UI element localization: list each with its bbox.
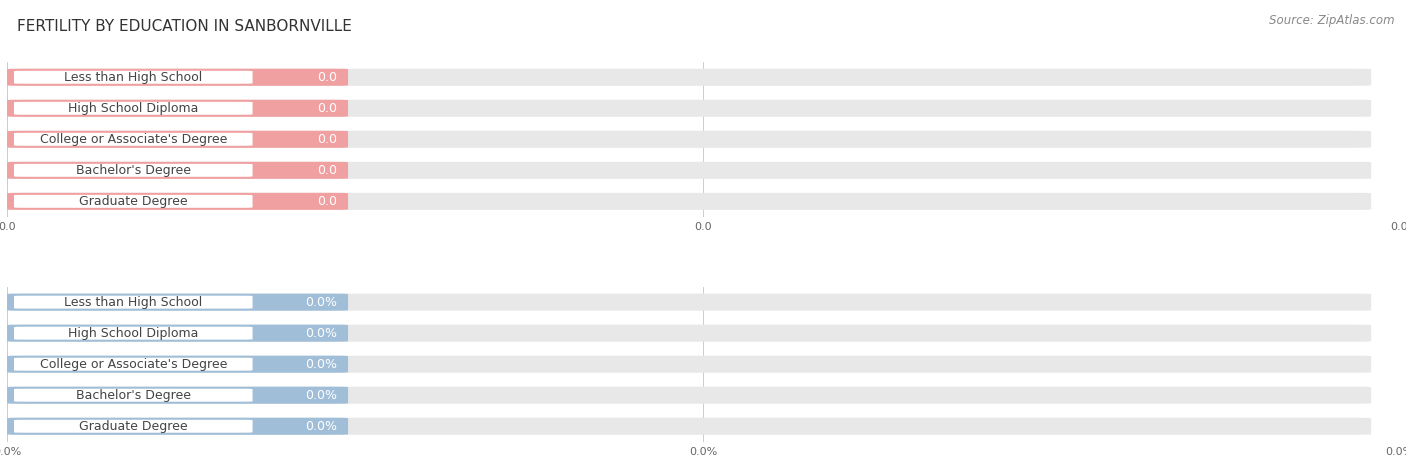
FancyBboxPatch shape — [7, 418, 349, 435]
FancyBboxPatch shape — [14, 327, 253, 340]
FancyBboxPatch shape — [7, 324, 1371, 342]
Text: Bachelor's Degree: Bachelor's Degree — [76, 389, 191, 402]
Text: High School Diploma: High School Diploma — [67, 102, 198, 115]
Text: Source: ZipAtlas.com: Source: ZipAtlas.com — [1270, 14, 1395, 27]
Text: 0.0%: 0.0% — [305, 420, 337, 433]
Text: 0.0: 0.0 — [316, 133, 337, 146]
FancyBboxPatch shape — [7, 387, 1371, 404]
Text: Bachelor's Degree: Bachelor's Degree — [76, 164, 191, 177]
FancyBboxPatch shape — [7, 193, 1371, 210]
Text: 0.0%: 0.0% — [305, 327, 337, 340]
FancyBboxPatch shape — [14, 389, 253, 402]
FancyBboxPatch shape — [7, 131, 1371, 148]
FancyBboxPatch shape — [7, 193, 349, 210]
Text: FERTILITY BY EDUCATION IN SANBORNVILLE: FERTILITY BY EDUCATION IN SANBORNVILLE — [17, 19, 352, 34]
FancyBboxPatch shape — [7, 418, 1371, 435]
FancyBboxPatch shape — [7, 69, 349, 86]
Text: 0.0%: 0.0% — [305, 389, 337, 402]
FancyBboxPatch shape — [7, 294, 349, 311]
Text: High School Diploma: High School Diploma — [67, 327, 198, 340]
FancyBboxPatch shape — [7, 162, 349, 179]
Text: Graduate Degree: Graduate Degree — [79, 420, 187, 433]
FancyBboxPatch shape — [7, 162, 1371, 179]
FancyBboxPatch shape — [7, 69, 1371, 86]
Text: 0.0: 0.0 — [316, 164, 337, 177]
FancyBboxPatch shape — [14, 133, 253, 146]
FancyBboxPatch shape — [7, 294, 1371, 311]
FancyBboxPatch shape — [14, 420, 253, 433]
FancyBboxPatch shape — [14, 358, 253, 370]
Text: 0.0%: 0.0% — [305, 295, 337, 309]
FancyBboxPatch shape — [14, 295, 253, 309]
Text: Less than High School: Less than High School — [65, 71, 202, 84]
FancyBboxPatch shape — [14, 102, 253, 115]
FancyBboxPatch shape — [7, 356, 1371, 373]
FancyBboxPatch shape — [7, 324, 349, 342]
Text: Graduate Degree: Graduate Degree — [79, 195, 187, 208]
Text: 0.0: 0.0 — [316, 71, 337, 84]
FancyBboxPatch shape — [7, 356, 349, 373]
FancyBboxPatch shape — [14, 195, 253, 208]
FancyBboxPatch shape — [7, 100, 349, 117]
Text: 0.0: 0.0 — [316, 102, 337, 115]
FancyBboxPatch shape — [14, 164, 253, 177]
FancyBboxPatch shape — [14, 71, 253, 84]
FancyBboxPatch shape — [7, 131, 349, 148]
Text: College or Associate's Degree: College or Associate's Degree — [39, 358, 226, 370]
Text: College or Associate's Degree: College or Associate's Degree — [39, 133, 226, 146]
Text: Less than High School: Less than High School — [65, 295, 202, 309]
FancyBboxPatch shape — [7, 100, 1371, 117]
FancyBboxPatch shape — [7, 387, 349, 404]
Text: 0.0%: 0.0% — [305, 358, 337, 370]
Text: 0.0: 0.0 — [316, 195, 337, 208]
